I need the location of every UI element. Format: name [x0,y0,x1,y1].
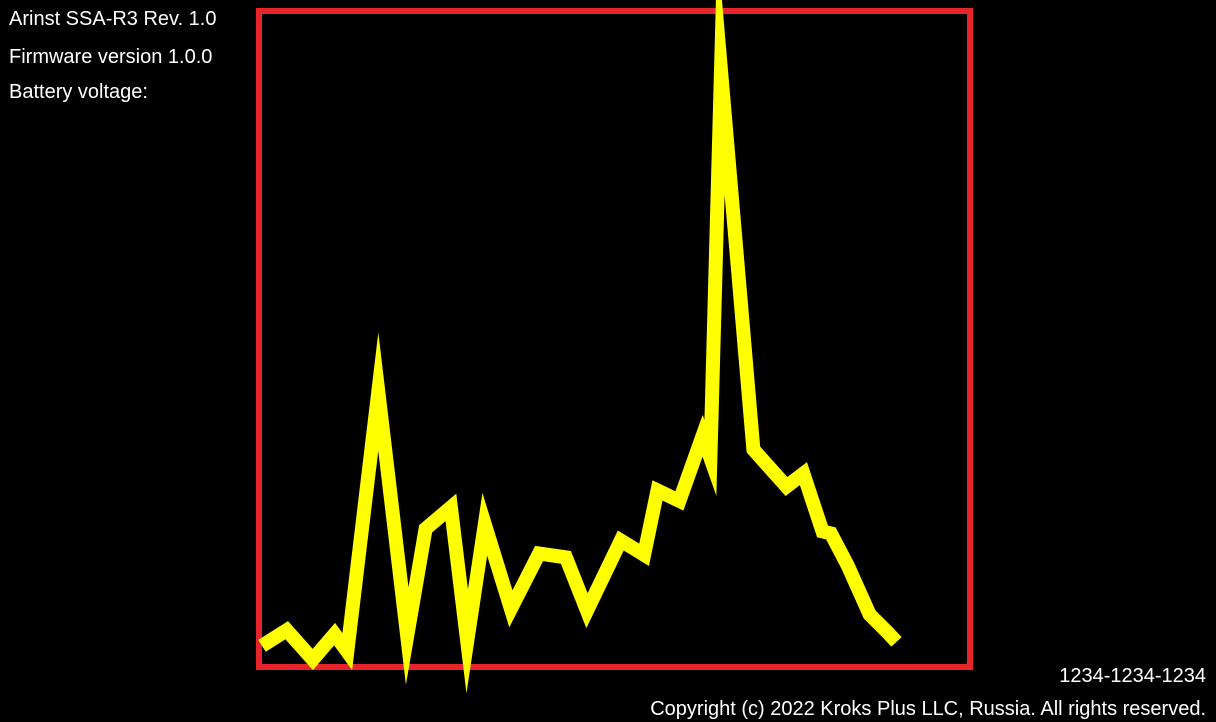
battery-voltage-label: Battery voltage: [9,81,148,103]
device-model-label: Arinst SSA-R3 Rev. 1.0 [9,8,217,30]
spectrum-trace [258,0,902,694]
copyright-text: Copyright (c) 2022 Kroks Plus LLC, Russi… [650,698,1206,720]
firmware-version-label: Firmware version 1.0.0 [9,46,213,68]
serial-number: 1234-1234-1234 [1059,665,1206,687]
